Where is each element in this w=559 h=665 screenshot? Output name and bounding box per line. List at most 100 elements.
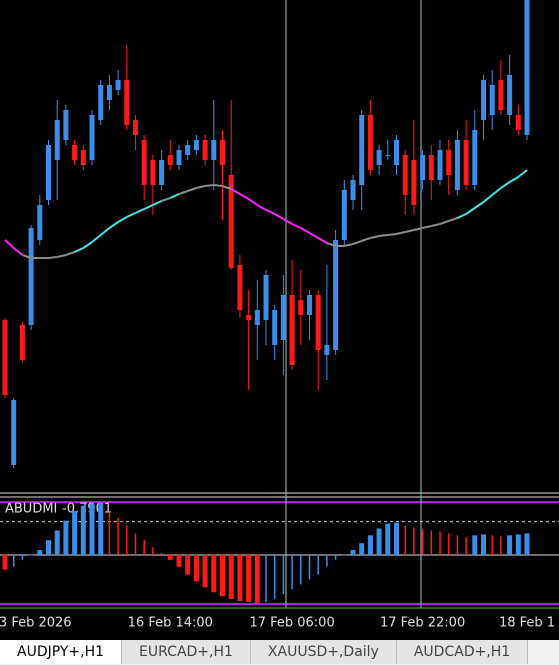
candle-body bbox=[394, 140, 399, 165]
moving-average bbox=[300, 227, 310, 234]
histogram-bar bbox=[202, 554, 208, 588]
moving-average bbox=[13, 247, 24, 256]
moving-average bbox=[439, 220, 450, 225]
histogram-bar bbox=[185, 554, 191, 575]
candle-body bbox=[185, 145, 191, 155]
histogram-bar bbox=[237, 554, 243, 602]
candle-body bbox=[11, 400, 17, 465]
candle-body bbox=[89, 115, 95, 160]
histogram-bar bbox=[341, 554, 347, 556]
histogram-bar bbox=[152, 547, 154, 555]
candle-body bbox=[228, 175, 234, 268]
candle-body bbox=[515, 115, 521, 130]
moving-average bbox=[74, 247, 84, 253]
chart-tab[interactable]: EURCAD+,H1 bbox=[122, 640, 251, 664]
candle-body bbox=[211, 140, 217, 160]
histogram-bar bbox=[421, 529, 424, 555]
candle-body bbox=[367, 115, 373, 170]
histogram-bar bbox=[176, 554, 182, 567]
candle-body bbox=[446, 150, 452, 175]
x-tick-label: 17 Feb 06:00 bbox=[249, 616, 334, 631]
histogram-bar bbox=[134, 533, 137, 555]
histogram-bar bbox=[515, 534, 521, 555]
x-tick-label: 16 Feb 14:00 bbox=[128, 616, 213, 631]
histogram-bar bbox=[350, 550, 356, 555]
candle-body bbox=[350, 180, 356, 200]
histogram-bar bbox=[228, 554, 234, 600]
histogram-bar bbox=[143, 540, 145, 555]
histogram-bar bbox=[385, 523, 391, 555]
moving-average bbox=[213, 184, 223, 187]
candle-body bbox=[315, 295, 321, 350]
histogram-bar bbox=[98, 502, 104, 555]
chart-tab[interactable]: XAUUSD+,Daily bbox=[250, 640, 397, 664]
histogram-bar bbox=[291, 554, 293, 590]
moving-average bbox=[500, 181, 511, 189]
candle-body bbox=[167, 155, 173, 165]
candle-body bbox=[80, 150, 86, 165]
moving-average bbox=[317, 237, 328, 244]
moving-average bbox=[117, 216, 128, 223]
candle-body bbox=[402, 155, 408, 195]
moving-average bbox=[4, 239, 15, 249]
histogram-bar bbox=[37, 550, 43, 555]
moving-average bbox=[282, 218, 293, 225]
moving-average bbox=[344, 243, 354, 247]
candle-body bbox=[124, 80, 130, 125]
candle-body bbox=[159, 160, 165, 185]
histogram-bar bbox=[282, 554, 285, 595]
candle-body bbox=[2, 320, 8, 395]
moving-average bbox=[456, 213, 467, 219]
histogram-bar bbox=[265, 554, 267, 603]
candle-body bbox=[324, 345, 330, 355]
histogram-bar bbox=[334, 554, 337, 560]
moving-average bbox=[22, 254, 32, 259]
candle-body bbox=[19, 325, 25, 360]
moving-average bbox=[387, 233, 397, 236]
histogram-bar bbox=[117, 517, 119, 555]
candle-body bbox=[481, 80, 486, 120]
x-tick-label: 17 Feb 22:00 bbox=[380, 616, 465, 631]
moving-average bbox=[413, 227, 423, 231]
histogram-bar bbox=[160, 553, 163, 555]
moving-average bbox=[404, 229, 415, 233]
chart-tab[interactable]: AUDCAD+,H1 bbox=[396, 640, 529, 664]
candle-body bbox=[376, 150, 382, 165]
moving-average bbox=[291, 223, 302, 229]
chart-tab[interactable]: AUDJPY+,H1 bbox=[0, 640, 123, 664]
candle-body bbox=[359, 115, 365, 185]
moving-average bbox=[135, 208, 145, 214]
candle-body bbox=[193, 140, 199, 150]
moving-average bbox=[65, 251, 75, 256]
histogram-bar bbox=[500, 536, 502, 555]
histogram-bar bbox=[167, 554, 173, 560]
histogram-bar bbox=[404, 525, 406, 555]
histogram-bar bbox=[524, 533, 530, 555]
candle-body bbox=[472, 130, 478, 185]
moving-average bbox=[248, 198, 258, 206]
moving-average bbox=[239, 193, 250, 200]
histogram-bar bbox=[46, 540, 51, 555]
histogram-bar bbox=[211, 554, 217, 593]
histogram-bar bbox=[507, 535, 513, 555]
candle-body bbox=[341, 190, 347, 240]
candle-body bbox=[498, 80, 504, 110]
candle-body bbox=[524, 0, 530, 135]
moving-average bbox=[474, 201, 485, 209]
moving-average bbox=[326, 242, 336, 247]
histogram-bar bbox=[72, 510, 78, 555]
histogram-bar bbox=[126, 525, 128, 555]
x-tick-label: 13 Feb 2026 bbox=[0, 616, 72, 631]
moving-average bbox=[448, 217, 458, 222]
histogram-bar bbox=[220, 554, 225, 597]
histogram-bar bbox=[439, 531, 441, 555]
moving-average bbox=[204, 184, 214, 187]
moving-average bbox=[352, 240, 363, 245]
moving-average bbox=[378, 234, 388, 237]
candle-body bbox=[237, 265, 243, 310]
histogram-bar bbox=[63, 520, 69, 555]
candle-body bbox=[98, 85, 104, 120]
histogram-bar bbox=[472, 535, 478, 555]
moving-average bbox=[256, 204, 267, 211]
candle-body bbox=[333, 240, 339, 350]
